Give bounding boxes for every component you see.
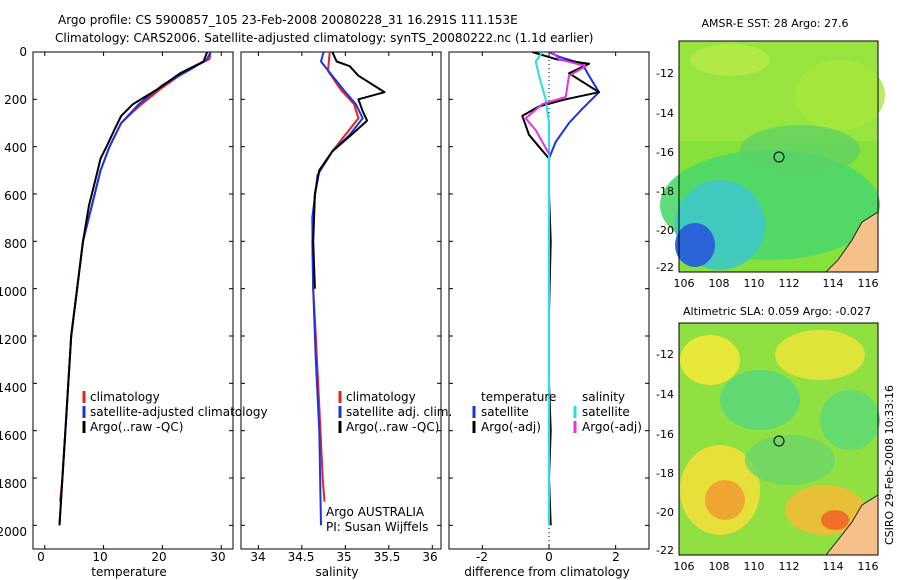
sla-map-patch: [680, 335, 740, 385]
sst-map-title: AMSR-E SST: 28 Argo: 27.6: [701, 17, 848, 30]
x-tick-label: 35.5: [374, 550, 401, 564]
x-tick-label: 10: [92, 550, 107, 564]
sst-map-frame: [678, 40, 879, 273]
y-tick-label: 1000: [0, 285, 27, 299]
sla-map-patch: [821, 510, 849, 530]
map-x-tick: 110: [744, 560, 765, 573]
sst-map-patch: [675, 223, 715, 267]
series-line-salinity-argo-adj: [524, 52, 587, 155]
map-y-tick: -12: [656, 348, 674, 361]
series-line-argo-raw-qc: [58, 52, 209, 526]
x-tick-label: 20: [151, 550, 166, 564]
annotation-line-2: PI: Susan Wijffels: [326, 520, 428, 534]
legend-header: temperature: [481, 390, 556, 404]
map-y-tick: -16: [656, 146, 674, 159]
map-x-tick: 114: [823, 277, 844, 290]
y-tick-label: 2000: [0, 525, 27, 539]
sst-map: [660, 40, 885, 273]
float-position-marker: [773, 435, 785, 447]
map-y-tick: -12: [656, 67, 674, 80]
map-y-tick: -22: [656, 544, 674, 557]
map-x-tick: 112: [779, 277, 800, 290]
y-tick-label: 1200: [0, 333, 27, 347]
map-x-tick: 110: [744, 277, 765, 290]
temperature-panel: [32, 51, 234, 550]
map-y-tick: -20: [656, 506, 674, 519]
sla-map-frame: [678, 322, 879, 556]
annotation-line-1: Argo AUSTRALIA: [326, 505, 425, 519]
map-x-tick: 108: [709, 560, 730, 573]
map-x-tick: 108: [709, 277, 730, 290]
legend-header: salinity: [582, 390, 625, 404]
y-tick-label: 0: [19, 45, 27, 59]
map-y-tick: -16: [656, 428, 674, 441]
x-axis-label: temperature: [91, 565, 166, 579]
y-tick-label: 200: [4, 93, 27, 107]
legend-label: climatology: [346, 390, 416, 404]
map-x-tick: 116: [858, 560, 879, 573]
sst-map-patch: [740, 125, 860, 175]
map-y-tick: -14: [656, 388, 674, 401]
sst-map-patch: [690, 44, 770, 76]
x-tick-label: 0: [37, 550, 45, 564]
series-line-salinity-satellite: [534, 52, 550, 526]
y-tick-label: 400: [4, 141, 27, 155]
map-y-tick: -14: [656, 107, 674, 120]
x-tick-label: 0: [545, 550, 553, 564]
sla-map-patch: [775, 330, 865, 380]
x-tick-label: 34.5: [288, 550, 315, 564]
sla-map-title: Altimetric SLA: 0.059 Argo: -0.027: [683, 305, 871, 318]
y-tick-label: 1400: [0, 381, 27, 395]
salinity-panel: [240, 51, 442, 550]
x-tick-label: 34: [250, 550, 265, 564]
legend-label: Argo(-adj): [481, 420, 541, 434]
series-line-argo-raw-qc: [312, 52, 386, 289]
x-tick-label: 35: [336, 550, 351, 564]
sla-map-patch: [705, 480, 745, 520]
sst-map-patch: [795, 60, 885, 130]
map-x-tick: 106: [674, 277, 695, 290]
map-y-tick: -18: [656, 467, 674, 480]
map-y-tick: -20: [656, 224, 674, 237]
sla-map-patch: [745, 435, 835, 485]
side-label: CSIRO 29-Feb-2008 10:33:16: [883, 385, 896, 545]
x-tick-label: 30: [210, 550, 225, 564]
y-tick-label: 800: [4, 237, 27, 251]
map-x-tick: 112: [779, 560, 800, 573]
legend-label: satellite: [582, 405, 630, 419]
title-line-2: Climatology: CARS2006. Satellite-adjuste…: [55, 31, 593, 45]
y-tick-label: 1600: [0, 429, 27, 443]
legend-label: Argo(-adj): [582, 420, 642, 434]
x-axis-label: salinity: [315, 565, 358, 579]
legend-label: Argo(..raw -QC): [346, 420, 439, 434]
x-tick-label: 2: [612, 550, 620, 564]
legend-label: satellite adj. clim.: [346, 405, 452, 419]
sla-map-patch: [820, 390, 880, 450]
x-tick-label: 36: [422, 550, 437, 564]
y-tick-label: 1800: [0, 477, 27, 491]
y-tick-label: 600: [4, 189, 27, 203]
map-x-tick: 116: [858, 277, 879, 290]
map-x-tick: 114: [823, 560, 844, 573]
x-axis-label: difference from climatology: [464, 565, 630, 579]
map-x-tick: 106: [674, 560, 695, 573]
x-tick-label: -2: [476, 550, 488, 564]
sla-map-patch: [720, 370, 800, 430]
map-y-tick: -22: [656, 261, 674, 274]
map-y-tick: -18: [656, 185, 674, 198]
sla-map: [678, 322, 880, 556]
float-position-marker: [773, 151, 785, 163]
legend-label: climatology: [90, 390, 160, 404]
legend-label: satellite: [481, 405, 529, 419]
legend-label: Argo(..raw -QC): [90, 420, 183, 434]
legend-label: satellite-adjusted climatology: [90, 405, 268, 419]
title-line-1: Argo profile: CS 5900857_105 23-Feb-2008…: [58, 13, 518, 27]
